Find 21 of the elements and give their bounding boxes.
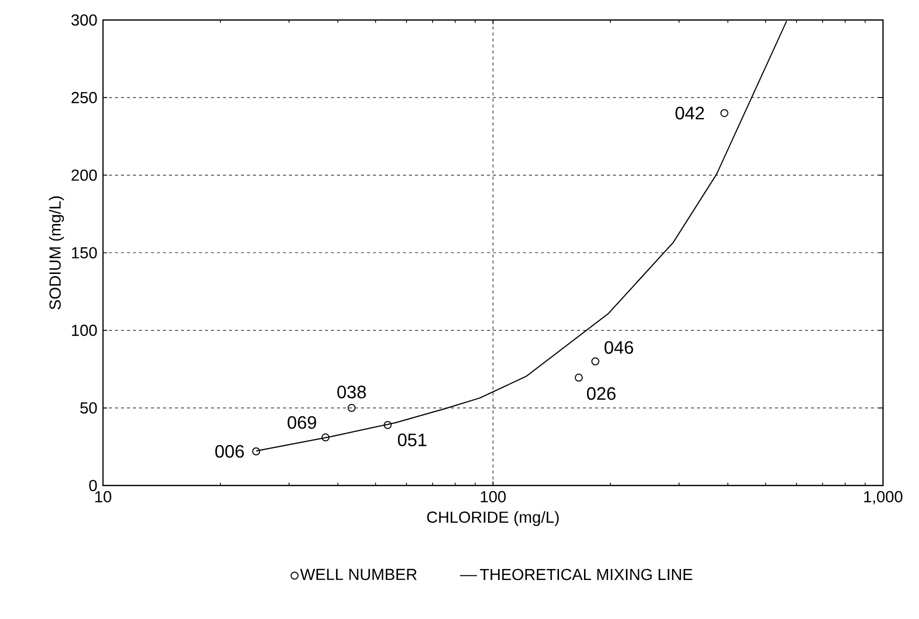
y-tick-label: 50 [80, 402, 97, 414]
y-tick-label: 150 [72, 247, 97, 258]
y-tick-label: 200 [72, 170, 97, 181]
annotation: 046 [604, 341, 634, 354]
annotation: 051 [398, 434, 426, 446]
x-tick-label: 100 [480, 491, 506, 502]
y-tick-label: 0 [89, 480, 97, 492]
y-tick-label: 300 [71, 14, 97, 26]
annotation: 042 [676, 106, 704, 120]
annotation: 069 [288, 416, 316, 429]
y-axis-title: SODIUM (mg/L) [49, 196, 64, 310]
legend-label: THEORETICAL MIXING LINE [480, 568, 692, 580]
y-tick-label: 250 [72, 92, 97, 104]
x-tick-label: 1,000 [864, 491, 902, 504]
annotation: 006 [215, 444, 244, 458]
annotation: 026 [586, 387, 616, 400]
x-tick-label: 10 [95, 491, 112, 502]
x-axis-title: CHLORIDE (mg/L) [427, 511, 559, 526]
y-tick-label: 100 [72, 324, 97, 336]
annotation: 038 [337, 386, 366, 398]
legend-label: WELL NUMBER [300, 568, 417, 580]
